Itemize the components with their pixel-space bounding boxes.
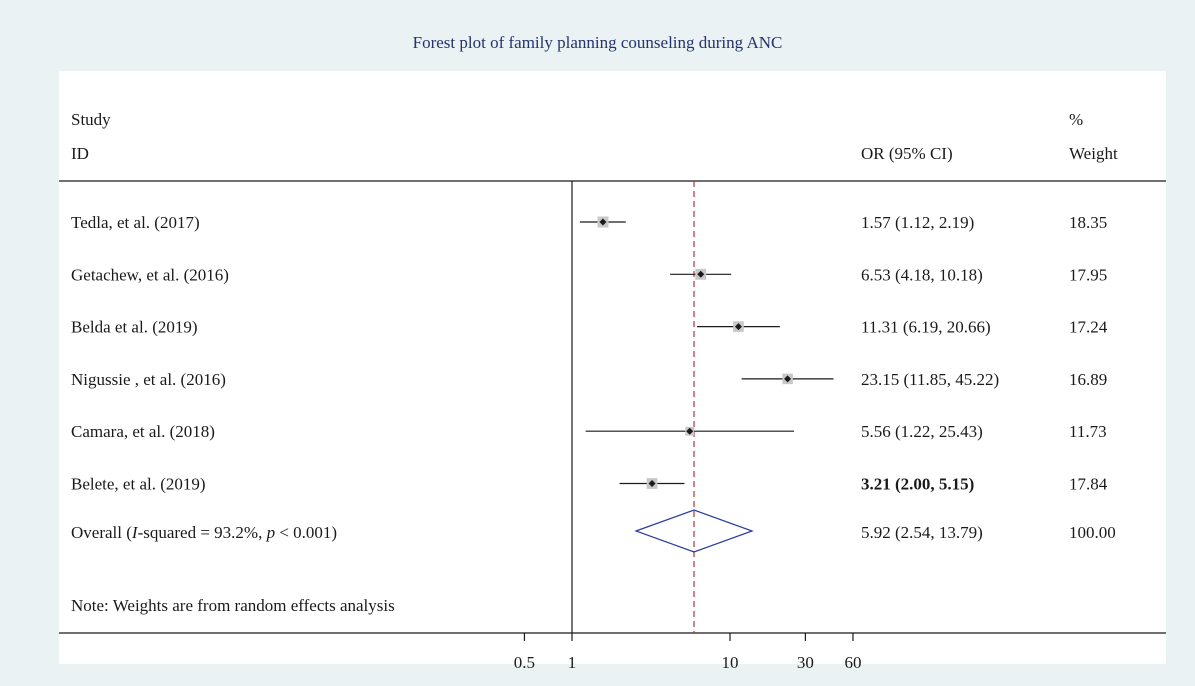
overall-row: Overall (I-squared = 93.2%, p < 0.001) 5…	[71, 509, 1116, 553]
study-weight: 18.35	[1069, 213, 1107, 232]
header-study: Study	[71, 110, 111, 129]
x-tick-label: 30	[797, 653, 814, 672]
study-weight: 11.73	[1069, 422, 1107, 441]
x-tick-label: 1	[568, 653, 577, 672]
study-label: Belete, et al. (2019)	[71, 475, 206, 494]
header-weight: Weight	[1069, 144, 1118, 163]
header-weight-symbol: %	[1069, 110, 1083, 129]
study-point	[697, 270, 705, 278]
note-text: Note: Weights are from random effects an…	[71, 596, 395, 615]
overall-weight: 100.00	[1069, 523, 1116, 542]
study-label: Belda et al. (2019)	[71, 318, 198, 337]
study-or-ci: 23.15 (11.85, 45.22)	[861, 370, 999, 389]
study-weight: 17.95	[1069, 265, 1107, 284]
study-point	[648, 480, 656, 487]
study-or-ci: 3.21 (2.00, 5.15)	[861, 475, 974, 494]
study-label: Nigussie , et al. (2016)	[71, 370, 226, 389]
study-point	[734, 323, 742, 331]
study-point	[599, 218, 607, 226]
x-tick-label: 0.5	[514, 653, 535, 672]
study-weight: 16.89	[1069, 370, 1107, 389]
overall-or-ci: 5.92 (2.54, 13.79)	[861, 523, 983, 542]
study-rows: Tedla, et al. (2017) 1.57 (1.12, 2.19) 18.…	[71, 213, 1108, 494]
study-or-ci: 11.31 (6.19, 20.66)	[861, 318, 991, 337]
x-axis: 0.5 1 10 30 60	[514, 633, 861, 672]
overall-label: Overall (I-squared = 93.2%, p < 0.001)	[71, 523, 337, 542]
study-weight: 17.24	[1069, 318, 1108, 337]
chart-title: Forest plot of family planning counselin…	[412, 33, 783, 52]
x-tick-label: 10	[722, 653, 739, 672]
plot-panel	[59, 71, 1166, 664]
header-id: ID	[71, 144, 89, 163]
study-or-ci: 5.56 (1.22, 25.43)	[861, 422, 983, 441]
study-label: Camara, et al. (2018)	[71, 422, 215, 441]
study-weight: 17.84	[1069, 475, 1108, 494]
header: Study ID OR (95% CI) % Weight	[71, 110, 1118, 163]
study-label: Tedla, et al. (2017)	[71, 213, 200, 232]
overall-diamond	[634, 509, 754, 553]
header-effect: OR (95% CI)	[861, 144, 953, 163]
study-point	[784, 375, 792, 383]
study-or-ci: 1.57 (1.12, 2.19)	[861, 213, 974, 232]
study-label: Getachew, et al. (2016)	[71, 265, 229, 284]
x-tick-label: 60	[844, 653, 861, 672]
reference-lines	[571, 181, 695, 633]
study-point	[686, 427, 694, 435]
study-or-ci: 6.53 (4.18, 10.18)	[861, 265, 983, 284]
